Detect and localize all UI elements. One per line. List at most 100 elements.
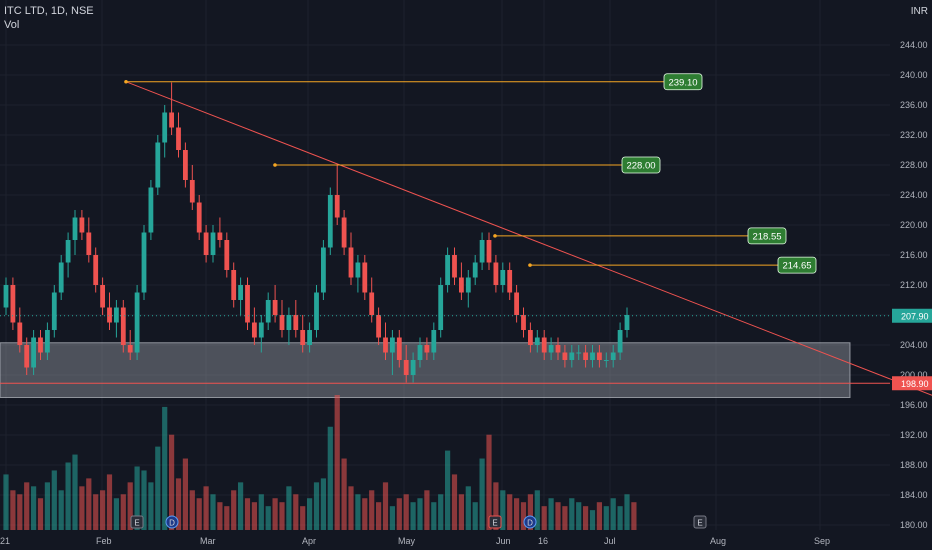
candle-body xyxy=(300,330,306,345)
volume-bar xyxy=(58,490,64,530)
support-price-tag: 198.90 xyxy=(901,379,929,389)
candle-body xyxy=(541,337,547,353)
candle-body xyxy=(45,330,50,353)
candle-body xyxy=(210,232,216,255)
volume-bar xyxy=(500,490,506,530)
y-tick-label: 244.00 xyxy=(900,40,928,50)
candle-body xyxy=(424,345,430,353)
chart-legend: ITC LTD, 1D, NSE Vol xyxy=(4,4,94,32)
candle-body xyxy=(569,352,575,360)
volume-bar xyxy=(286,486,292,530)
volume-bar xyxy=(486,434,492,530)
candle-body xyxy=(72,217,78,240)
y-tick-label: 232.00 xyxy=(900,130,928,140)
volume-bar xyxy=(493,482,499,530)
candle-body xyxy=(507,270,513,293)
candle-body xyxy=(597,352,602,360)
volume-bar xyxy=(307,498,313,530)
y-tick-label: 196.00 xyxy=(900,400,928,410)
volume-bar xyxy=(231,490,237,530)
volume-bar xyxy=(134,466,140,530)
candle-body xyxy=(114,307,119,323)
volume-bar xyxy=(403,494,409,530)
volume-bar xyxy=(507,494,513,530)
volume-bar xyxy=(17,494,23,530)
volume-bar xyxy=(389,506,395,530)
volume-bar xyxy=(424,490,430,530)
volume-bar xyxy=(465,486,471,530)
volume-bar xyxy=(196,498,202,530)
candle-body xyxy=(576,352,582,354)
y-tick-label: 184.00 xyxy=(900,490,928,500)
candle-body xyxy=(286,315,292,330)
symbol-title[interactable]: ITC LTD, 1D, NSE xyxy=(4,5,94,17)
level-label-box xyxy=(621,156,661,174)
volume-bar xyxy=(596,502,602,530)
volume-bar xyxy=(120,494,126,530)
candle-body xyxy=(396,337,402,360)
volume-bar xyxy=(24,482,30,530)
candle-body xyxy=(127,345,133,353)
time-axis[interactable]: 21 Feb Mar Apr May Jun 16 Jul Aug Sep xyxy=(0,536,830,546)
candle-body xyxy=(252,322,257,338)
y-tick-label: 216.00 xyxy=(900,250,928,260)
currency-label: INR xyxy=(910,6,928,17)
volume-label[interactable]: Vol xyxy=(4,19,20,31)
volume-bar xyxy=(472,502,478,530)
level-label: 239.10 xyxy=(668,77,697,88)
candle-body xyxy=(38,337,43,353)
event-marker-label: E xyxy=(134,519,139,528)
volume-bar xyxy=(65,462,71,530)
price-axis[interactable]: 180.00 184.00 188.00 192.00 196.00 200.00 204.… xyxy=(892,40,932,530)
volume-bar xyxy=(127,482,133,530)
candle-body xyxy=(445,255,450,285)
candle-body xyxy=(65,240,71,263)
volume-bar xyxy=(189,490,195,530)
candle-body xyxy=(465,277,471,293)
volume-bar xyxy=(458,494,464,530)
candle-body xyxy=(355,262,361,278)
y-tick-label: 228.00 xyxy=(900,160,928,170)
volume-bar xyxy=(141,470,147,530)
candle-body xyxy=(196,202,202,233)
candle-body xyxy=(100,285,105,308)
candle-body xyxy=(438,285,444,330)
volume-bar xyxy=(589,510,596,530)
volume-bar xyxy=(31,486,37,530)
candle-body xyxy=(555,345,561,353)
volume-bar xyxy=(617,506,623,530)
volume-bar xyxy=(341,458,347,530)
volume-bar xyxy=(238,482,244,530)
candle-body xyxy=(120,307,126,345)
volume-bar xyxy=(362,498,368,530)
y-tick-label: 192.00 xyxy=(900,430,928,440)
volume-bar xyxy=(182,458,188,530)
volume-bar xyxy=(100,490,106,530)
candle-body xyxy=(431,330,437,353)
candle-body xyxy=(321,247,326,293)
volume-bar xyxy=(224,506,230,530)
candle-body xyxy=(31,337,36,368)
volume-bar xyxy=(244,498,251,530)
candle-body xyxy=(3,285,9,308)
level-label: 218.55 xyxy=(752,231,781,242)
candle-body xyxy=(176,127,181,150)
earnings-marker xyxy=(488,515,502,529)
candle-body xyxy=(479,240,485,263)
volume-bar xyxy=(251,502,257,530)
x-tick-label: Apr xyxy=(302,536,316,546)
candle-body xyxy=(93,255,99,285)
candle-body xyxy=(238,285,243,300)
candle-body xyxy=(493,262,499,285)
candle-body xyxy=(417,345,423,360)
candle-body xyxy=(141,232,147,293)
y-tick-label: 212.00 xyxy=(900,280,928,290)
dividend-marker xyxy=(523,515,537,529)
candle-body xyxy=(610,352,616,360)
candle-body xyxy=(162,112,168,143)
volume-bar xyxy=(175,478,182,530)
candle-body xyxy=(603,360,609,361)
